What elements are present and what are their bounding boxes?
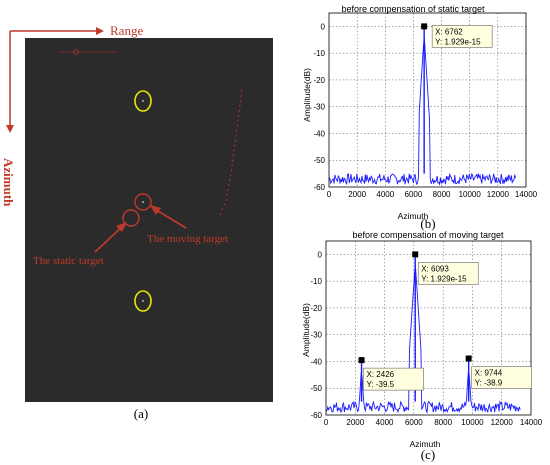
plot-static-series — [328, 26, 517, 186]
range-arrowhead — [96, 27, 104, 35]
plot-static-frame — [328, 12, 527, 188]
moving-arrowhead — [150, 205, 161, 215]
azimuth-arrowhead — [6, 125, 14, 133]
datatip-box — [417, 262, 479, 285]
datatip-box — [431, 25, 493, 48]
y-tick-label: -50 — [310, 384, 322, 393]
y-tick-label: -10 — [313, 49, 325, 58]
datatip-x: X: 6093 — [421, 264, 449, 273]
plot-moving-ticks: 0 2000 4000 6000 8000 10000 12000 14000 0 -10 -20 -… — [310, 250, 542, 427]
x-tick-label: 4000 — [376, 190, 394, 199]
caption-c: (c) — [421, 447, 435, 462]
plot-moving-ylabel: Amplitude(dB) — [301, 303, 311, 357]
x-tick-label: 12000 — [487, 190, 510, 199]
y-tick-label: -60 — [313, 183, 325, 192]
x-tick-label: 0 — [324, 418, 329, 427]
x-tick-label: 8000 — [433, 190, 451, 199]
datatip-y: Y: -39.5 — [367, 380, 395, 389]
datatip-marker — [421, 23, 428, 30]
datatip-marker — [358, 357, 365, 364]
y-tick-label: -20 — [313, 76, 325, 85]
x-tick-label: 2000 — [348, 190, 366, 199]
moving-target-point — [142, 201, 144, 203]
azimuth-label: Azimuth — [1, 158, 16, 207]
datatip-y: Y: -38.9 — [475, 379, 503, 388]
x-tick-label: 0 — [327, 190, 332, 199]
moving-target-label: The moving target — [147, 233, 228, 245]
y-tick-label: 0 — [321, 22, 326, 31]
datatip-y: Y: 1.929e-15 — [435, 37, 481, 46]
sar-image — [25, 38, 273, 402]
plot-moving-frame — [325, 240, 532, 416]
noise-trace — [328, 38, 517, 186]
plot-static-xlabel: Azimuth — [398, 211, 429, 221]
static-target-label: The static target — [33, 255, 104, 267]
x-tick-label: 2000 — [346, 418, 364, 427]
plot-static-ylabel: Amplitude(dB) — [302, 68, 312, 122]
plot-static: before compensation of static target 0 20… — [302, 4, 538, 231]
sar-faint-marker — [73, 49, 79, 55]
static-target-circle — [122, 209, 140, 227]
plot-static-ticks: 0 2000 4000 6000 8000 10000 12000 14000 0 -10 -20 -… — [313, 22, 537, 199]
static-arrowhead — [116, 222, 127, 232]
sar-panel: Range Azimuth The static target The movi… — [1, 23, 273, 421]
datatip-x: X: 2426 — [367, 370, 395, 379]
point-target-bottom — [142, 300, 144, 302]
y-tick-label: -30 — [310, 331, 322, 340]
x-tick-label: 12000 — [491, 418, 514, 427]
range-label: Range — [110, 23, 143, 38]
plot-moving-title: before compensation of moving target — [352, 230, 504, 240]
datatip-box — [363, 367, 424, 391]
y-tick-label: -10 — [310, 277, 322, 286]
x-tick-label: 10000 — [461, 418, 484, 427]
plot-moving-xlabel: Azimuth — [410, 439, 441, 449]
x-tick-label: 4000 — [376, 418, 394, 427]
x-tick-label: 6000 — [405, 418, 423, 427]
x-tick-label: 8000 — [434, 418, 452, 427]
y-tick-label: -40 — [313, 129, 325, 138]
datatip-x: X: 9744 — [475, 369, 503, 378]
datatip-x: X: 6762 — [435, 27, 463, 36]
datatip-marker — [412, 251, 419, 258]
datatip-box — [471, 366, 532, 389]
x-tick-label: 6000 — [405, 190, 423, 199]
plot-static-title: before compensation of static target — [341, 4, 485, 14]
y-tick-label: -50 — [313, 156, 325, 165]
plot-moving: before compensation of moving target 0 20… — [301, 230, 543, 462]
caption-b: (b) — [420, 216, 435, 231]
x-tick-label: 14000 — [520, 418, 543, 427]
point-target-top — [142, 100, 144, 102]
plot-static-grid — [329, 13, 526, 187]
caption-a: (a) — [134, 406, 148, 421]
x-tick-label: 10000 — [459, 190, 482, 199]
y-tick-label: 0 — [318, 250, 323, 259]
x-tick-label: 14000 — [515, 190, 538, 199]
moving-target-trail — [219, 89, 243, 216]
reference-circle-top — [134, 90, 152, 112]
datatip-marker — [465, 355, 472, 362]
y-tick-label: -60 — [310, 411, 322, 420]
y-tick-label: -30 — [313, 103, 325, 112]
reference-circle-bottom — [134, 290, 152, 312]
moving-target-circle — [134, 193, 152, 211]
y-tick-label: -20 — [310, 304, 322, 313]
datatip-y: Y: 1.929e-15 — [421, 274, 467, 283]
noise-trace — [325, 267, 521, 415]
static-target-arrow — [94, 224, 125, 253]
y-tick-label: -40 — [310, 357, 322, 366]
